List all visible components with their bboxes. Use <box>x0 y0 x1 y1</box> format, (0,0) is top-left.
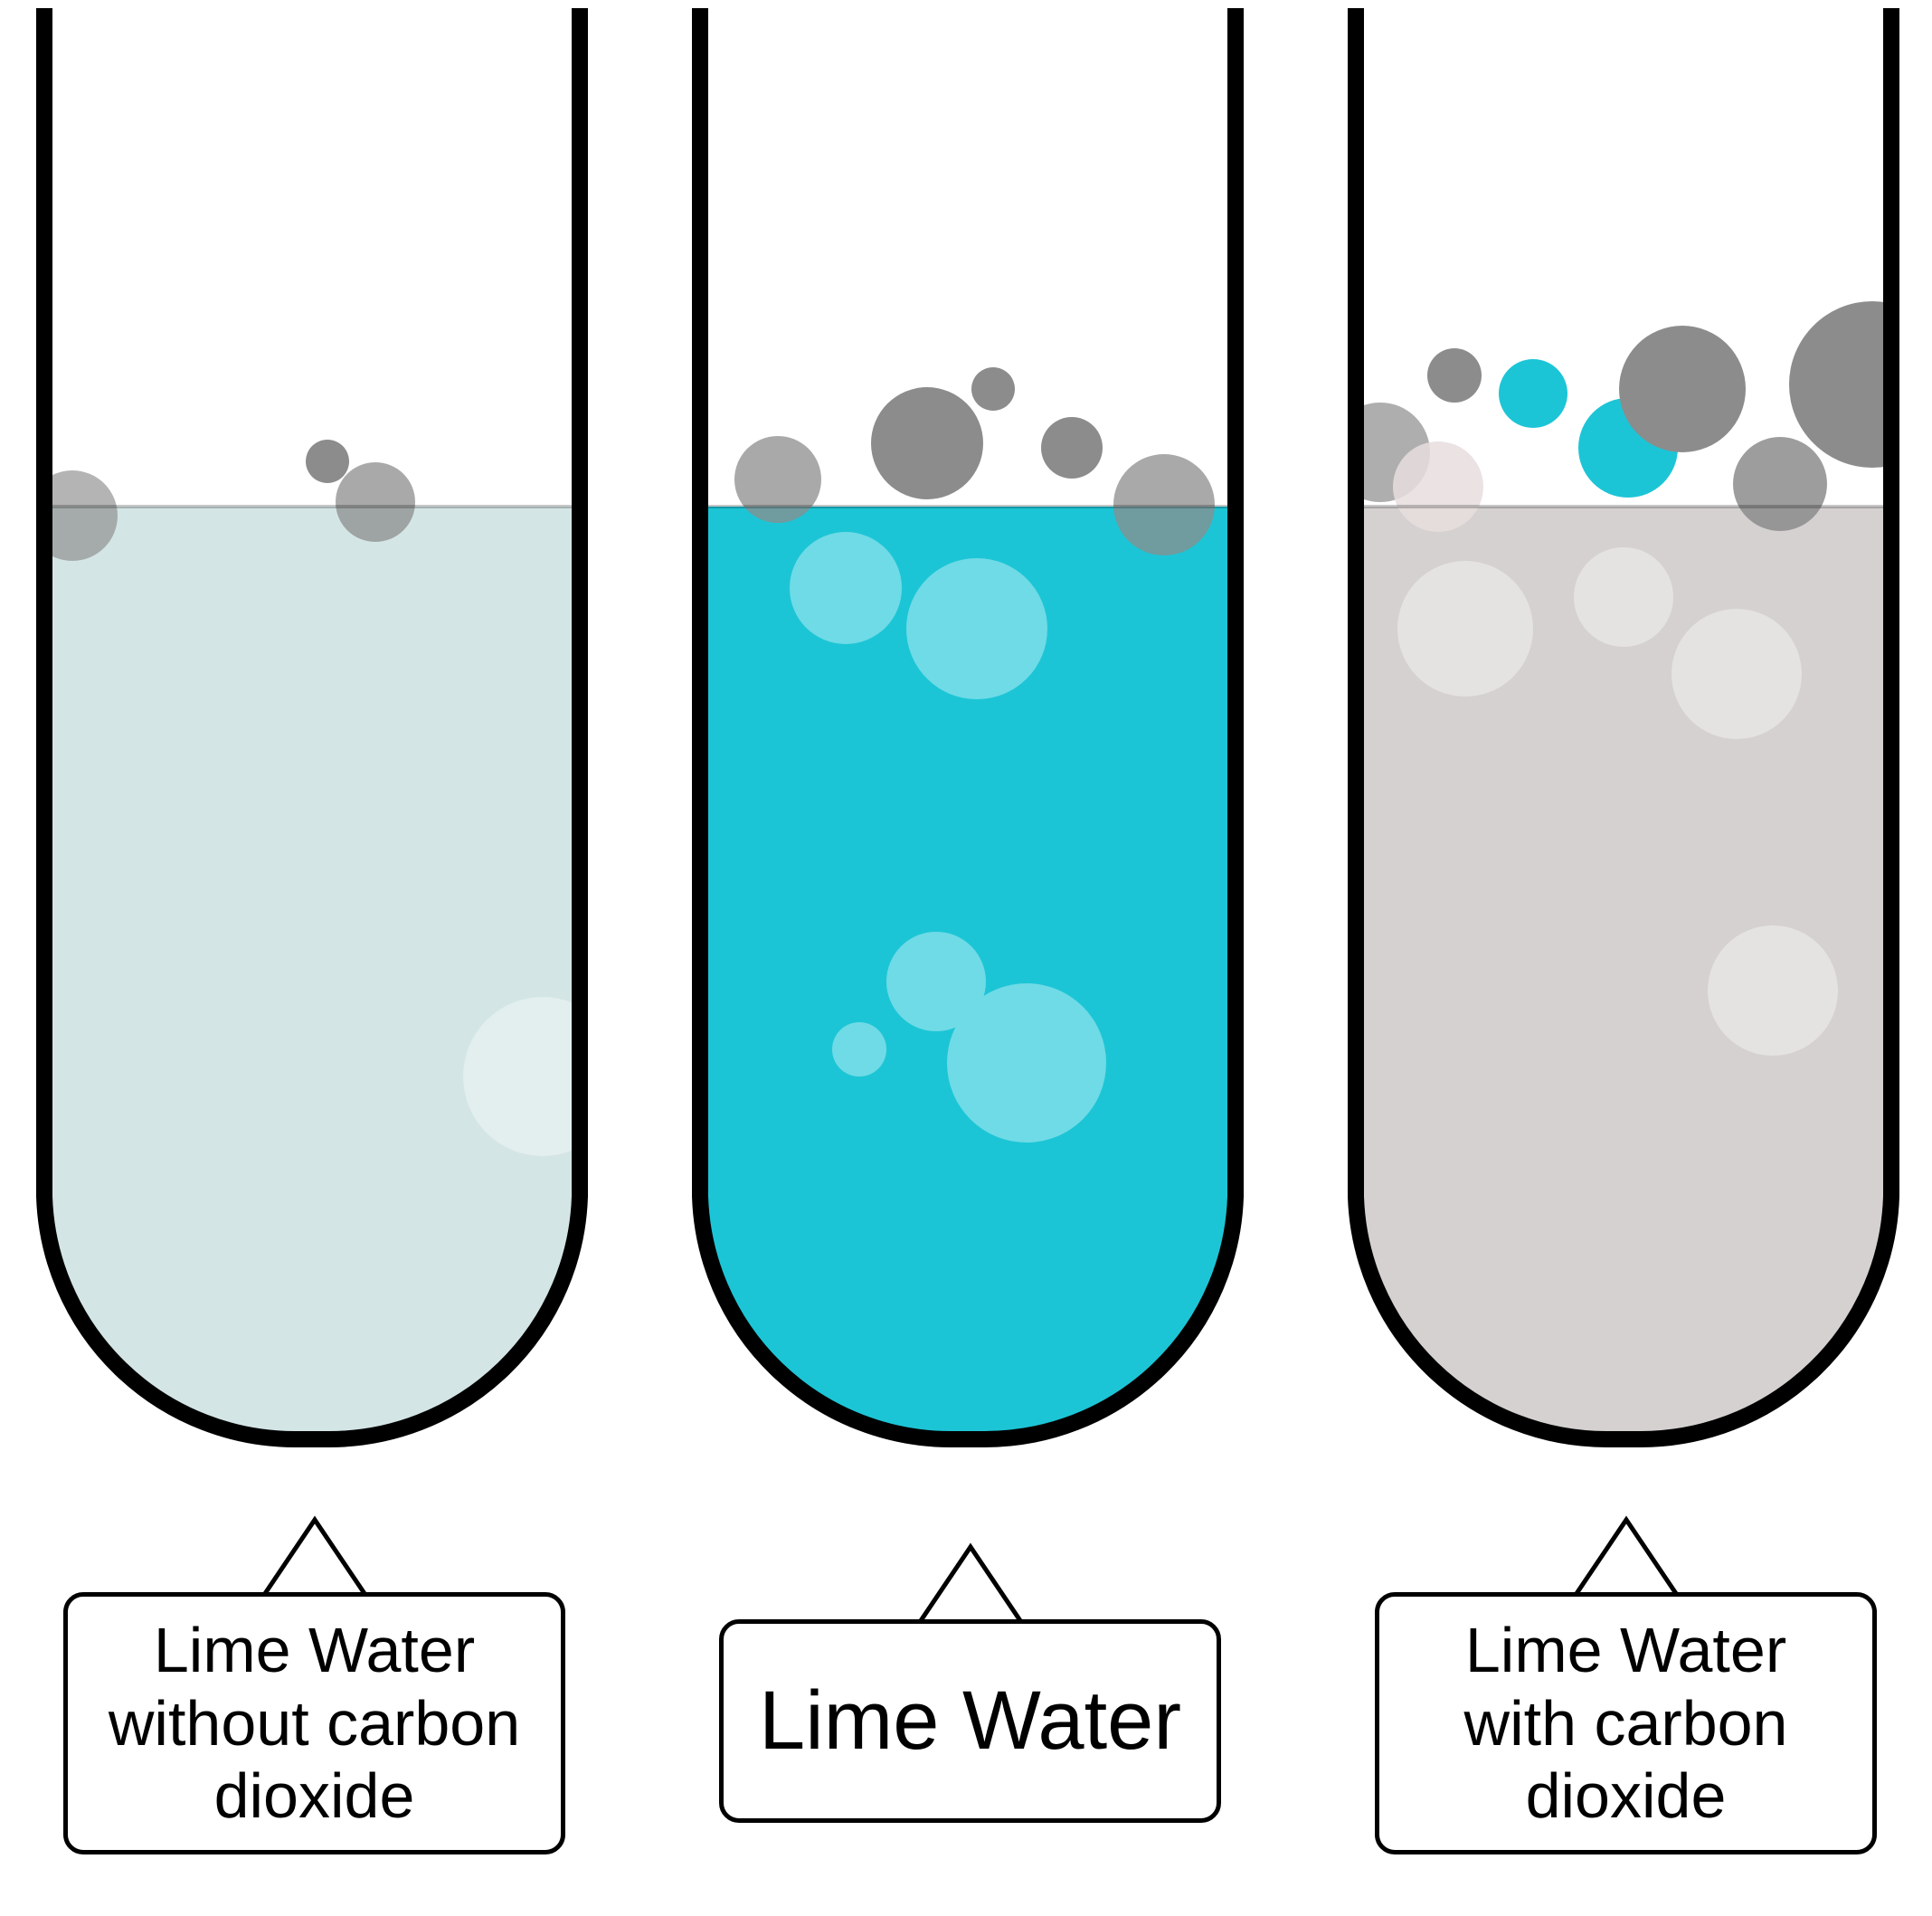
tube-label: Lime Waterwith carbondioxide <box>1375 1592 1877 1854</box>
tube-label: Lime Waterwithout carbondioxide <box>63 1592 565 1854</box>
tube-label-text: Lime Waterwithout carbondioxide <box>109 1614 520 1833</box>
tube-right <box>1348 0 1899 1484</box>
diagram-stage: Lime Waterwithout carbondioxide Lime Wat… <box>0 0 1932 1916</box>
tube-label-text: Lime Water <box>759 1674 1181 1769</box>
test-tube-svg <box>1348 0 1899 1484</box>
tube-label: Lime Water <box>719 1619 1221 1823</box>
tube-left <box>36 0 588 1484</box>
tube-label-text: Lime Waterwith carbondioxide <box>1464 1614 1788 1833</box>
test-tube-svg <box>36 0 588 1484</box>
tube-middle <box>692 0 1244 1484</box>
liquid-fill <box>36 507 588 1484</box>
test-tube-svg <box>692 0 1244 1484</box>
